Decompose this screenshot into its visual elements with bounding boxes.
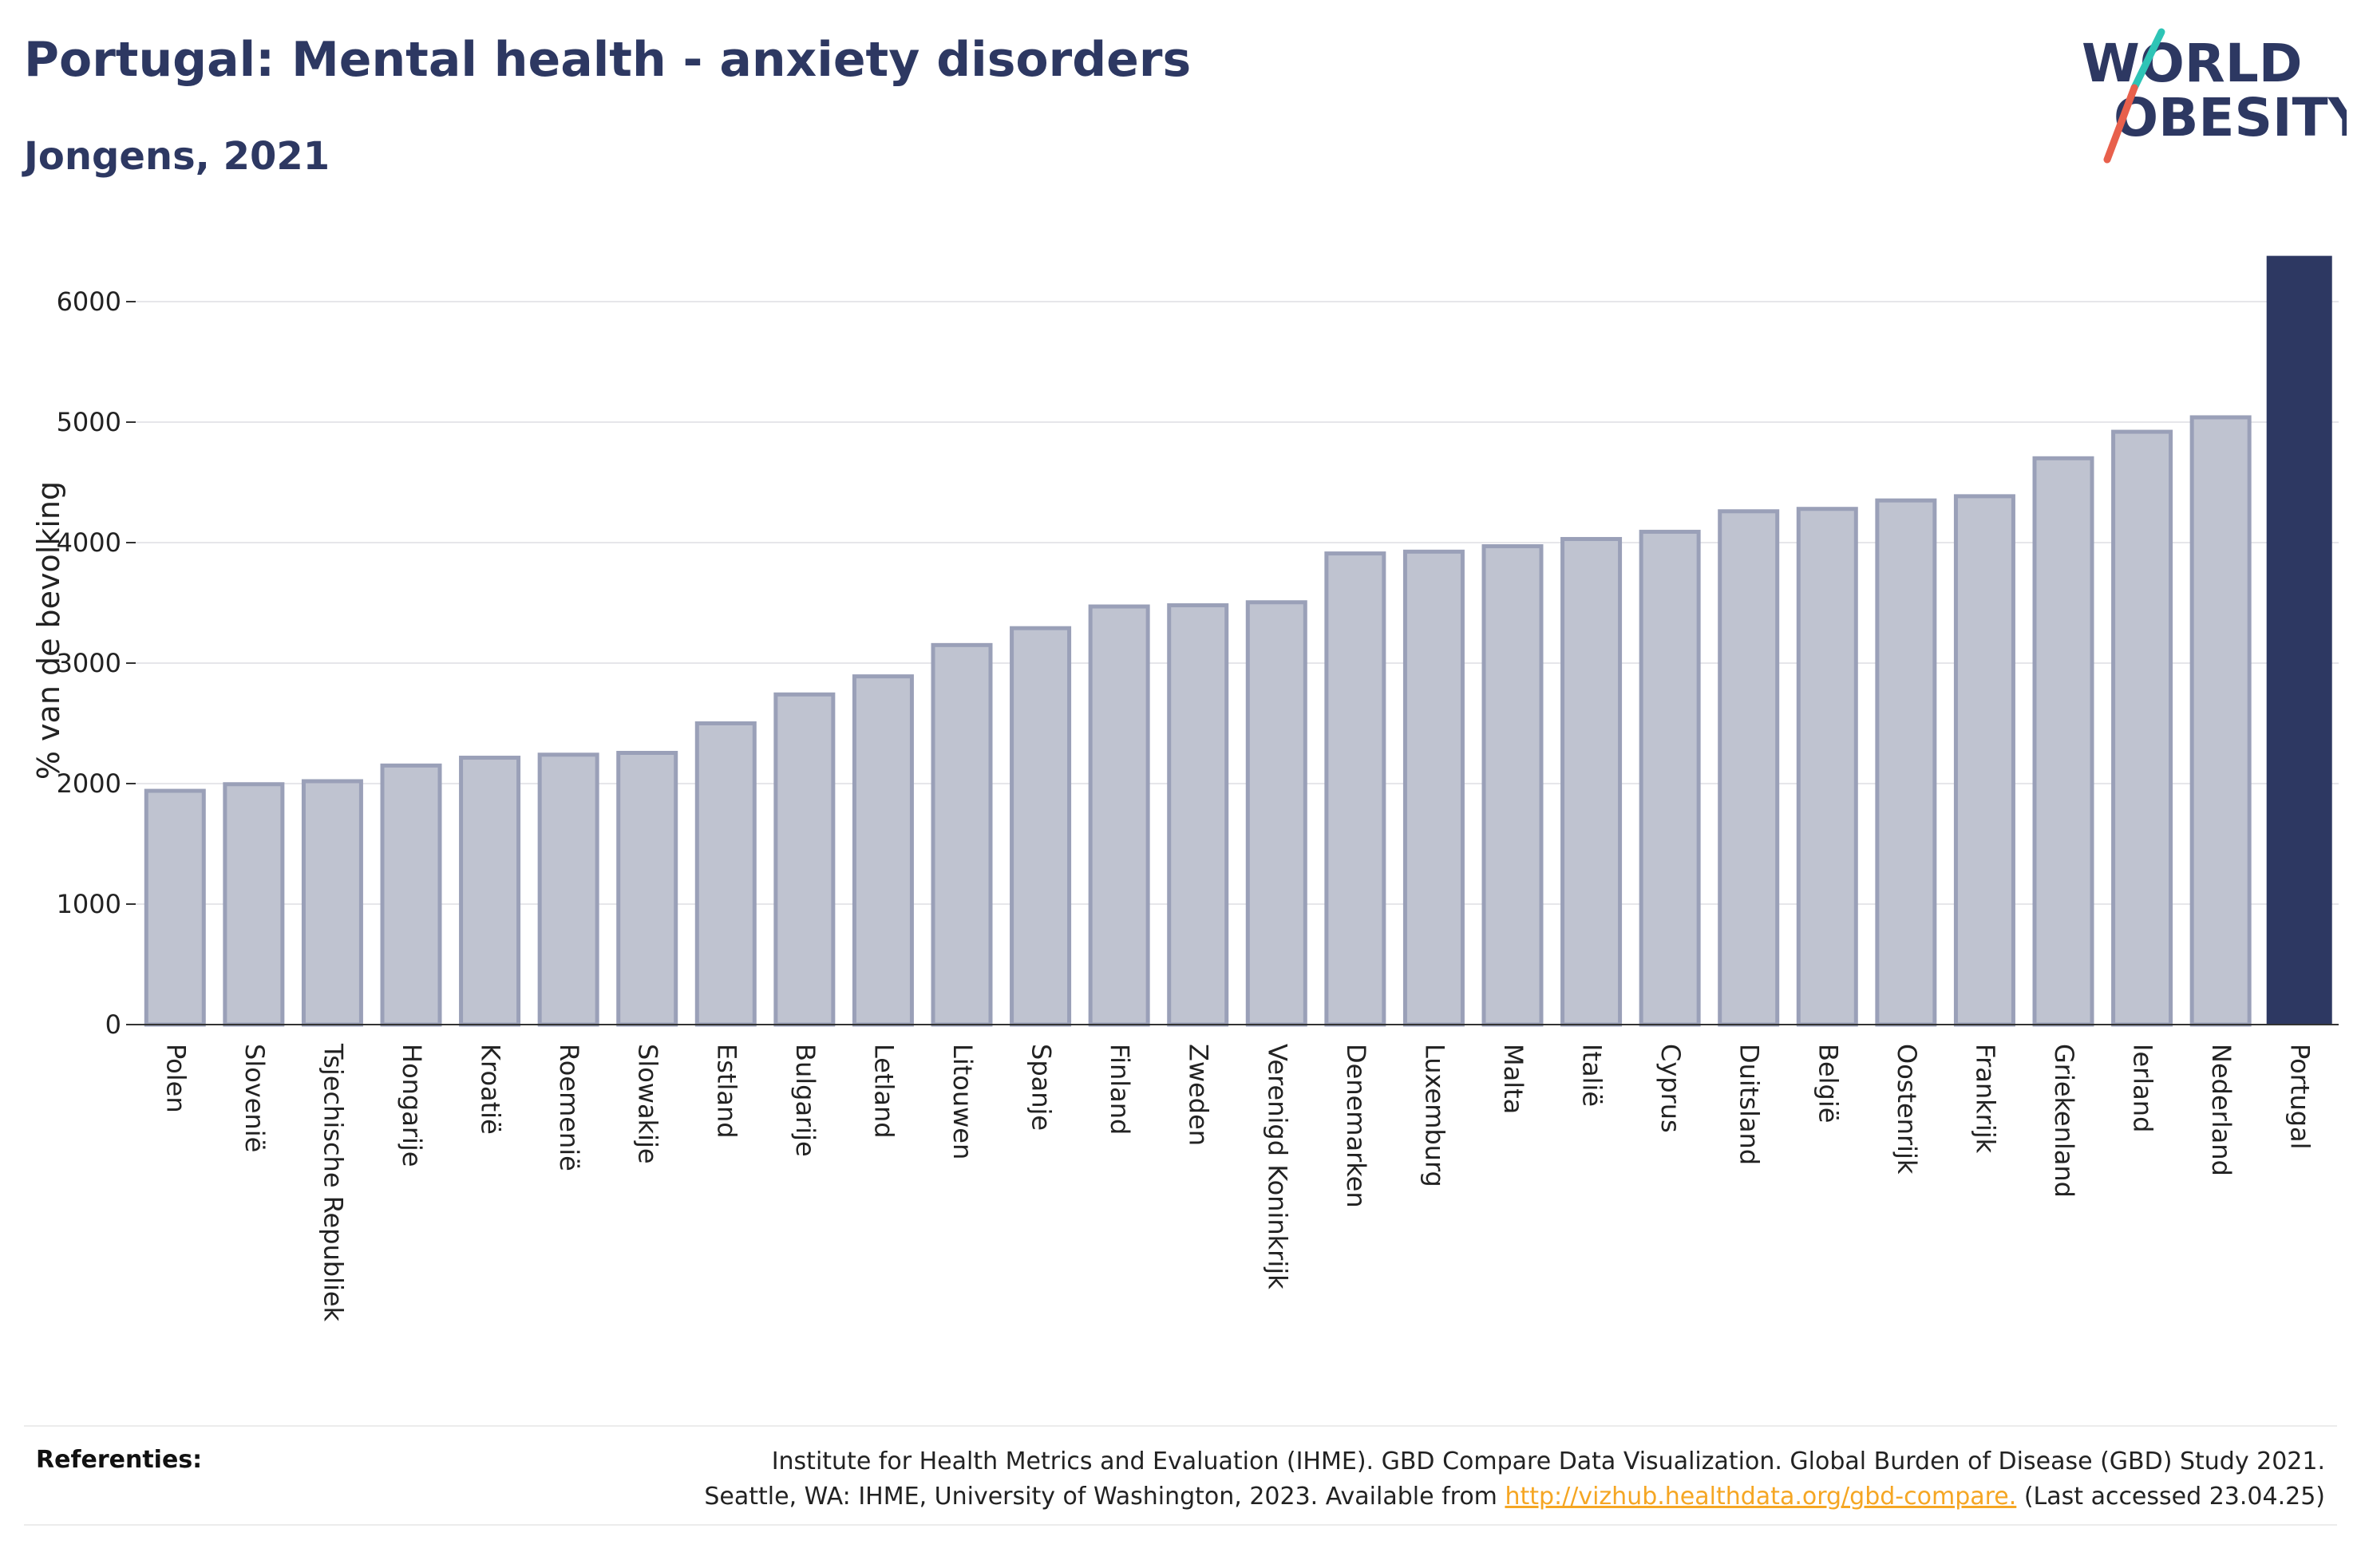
- x-tick-label: Denemarken: [1341, 1044, 1371, 1208]
- x-tick-label: Luxemburg: [1419, 1044, 1449, 1187]
- y-tick-label: 0: [105, 1009, 121, 1040]
- footer-divider-bottom: [24, 1524, 2337, 1526]
- bar-hongarije: [380, 763, 442, 1027]
- references-line-2-suffix: (Last accessed 23.04.25): [2016, 1483, 2325, 1511]
- bar-kroatië: [459, 756, 521, 1027]
- x-tick-label: Duitsland: [1734, 1044, 1765, 1165]
- bar-estland: [694, 721, 757, 1027]
- logo-text-world: WORLD: [2082, 33, 2303, 94]
- bar-roemenië: [537, 752, 599, 1027]
- bar-verenigd-koninkrijk: [1245, 600, 1307, 1027]
- y-axis-label: % van de bevolking: [31, 481, 66, 780]
- bar-portugal: [2266, 255, 2332, 1025]
- bar-nederland: [2189, 415, 2252, 1027]
- x-tick-label: België: [1813, 1044, 1843, 1123]
- bar-duitsland: [1718, 509, 1780, 1027]
- y-axis-ticks: 0 1000 2000 3000 4000 5000 6000: [57, 286, 136, 1040]
- x-tick-label: Polen: [160, 1044, 191, 1113]
- y-tick-label: 6000: [57, 286, 121, 317]
- x-tick-label: Spanje: [1026, 1044, 1057, 1131]
- x-tick-label: Nederland: [2206, 1044, 2236, 1176]
- y-tick-label: 3000: [57, 648, 121, 678]
- page-subtitle: Jongens, 2021: [24, 134, 330, 179]
- bar-spanje: [1010, 626, 1072, 1027]
- logo-slash-coral: [2103, 84, 2138, 164]
- bar-luxemburg: [1402, 549, 1465, 1027]
- references-line-2: Seattle, WA: IHME, University of Washing…: [704, 1479, 2325, 1515]
- x-tick-label: Slowakije: [633, 1044, 663, 1164]
- bars: [144, 255, 2332, 1027]
- references-link[interactable]: http://vizhub.healthdata.org/gbd-compare…: [1505, 1483, 2017, 1511]
- x-tick-label: Griekenland: [2049, 1044, 2079, 1198]
- bar-chart: 0 1000 2000 3000 4000 5000 6000 Polen Slovenië T…: [31, 255, 2339, 1322]
- footer-divider-top: [24, 1425, 2337, 1427]
- x-tick-label: Kroatië: [476, 1044, 506, 1135]
- bar-griekenland: [2032, 456, 2094, 1027]
- logo-slash-teal: [2130, 28, 2165, 92]
- references-text: Institute for Health Metrics and Evaluat…: [704, 1444, 2325, 1515]
- y-tick-label: 1000: [57, 889, 121, 919]
- references-line-1: Institute for Health Metrics and Evaluat…: [771, 1448, 2325, 1475]
- x-tick-label: Frankrijk: [1970, 1044, 2000, 1154]
- bar-oostenrijk: [1875, 498, 1937, 1027]
- bar-polen: [144, 788, 206, 1027]
- bar-litouwen: [931, 642, 993, 1027]
- bar-italië: [1560, 536, 1623, 1027]
- x-tick-label: Italië: [1577, 1044, 1608, 1107]
- bar-finland: [1088, 604, 1150, 1027]
- bar-malta: [1481, 544, 1544, 1027]
- x-tick-label: Bulgarije: [790, 1044, 821, 1157]
- x-tick-label: Verenigd Koninkrijk: [1262, 1044, 1292, 1290]
- x-axis-labels: Polen Slovenië Tsjechische Republiek Hongar…: [160, 1043, 2315, 1322]
- x-tick-label: Tsjechische Republiek: [318, 1043, 348, 1322]
- x-tick-label: Litouwen: [947, 1044, 978, 1159]
- x-tick-label: Slovenië: [239, 1044, 270, 1152]
- y-tick-label: 4000: [57, 527, 121, 558]
- logo-text-obesity: OBESITY: [2114, 87, 2347, 148]
- bar-letland: [852, 674, 914, 1027]
- x-tick-label: Hongarije: [397, 1044, 427, 1167]
- bar-slowakije: [616, 750, 678, 1027]
- bar-zweden: [1167, 603, 1229, 1027]
- bar-frankrijk: [1953, 494, 2015, 1027]
- x-tick-label: Roemenië: [554, 1044, 584, 1171]
- x-tick-label: Finland: [1105, 1044, 1135, 1135]
- x-tick-label: Cyprus: [1655, 1044, 1686, 1133]
- x-tick-label: Portugal: [2285, 1044, 2316, 1150]
- bar-slovenië: [223, 782, 285, 1027]
- bar-cyprus: [1639, 529, 1701, 1027]
- x-tick-label: Zweden: [1184, 1044, 1214, 1146]
- y-tick-label: 5000: [57, 407, 121, 437]
- world-obesity-logo: WORLD OBESITY: [2082, 28, 2347, 164]
- bar-bulgarije: [773, 692, 836, 1027]
- y-tick-label: 2000: [57, 768, 121, 799]
- x-tick-label: Ierland: [2128, 1044, 2158, 1132]
- page-title: Portugal: Mental health - anxiety disord…: [24, 32, 1192, 88]
- x-tick-label: Estland: [711, 1044, 742, 1139]
- x-tick-label: Oostenrijk: [1892, 1044, 1922, 1175]
- bar-belgië: [1796, 507, 1858, 1027]
- x-tick-label: Letland: [868, 1044, 899, 1139]
- references-line-2-prefix: Seattle, WA: IHME, University of Washing…: [704, 1483, 1505, 1511]
- references-label: Referenties:: [36, 1446, 203, 1474]
- bar-ierland: [2111, 429, 2173, 1027]
- bar-denemarken: [1324, 551, 1386, 1027]
- bar-tsjechische-republiek: [301, 779, 363, 1027]
- x-tick-label: Malta: [1498, 1044, 1529, 1114]
